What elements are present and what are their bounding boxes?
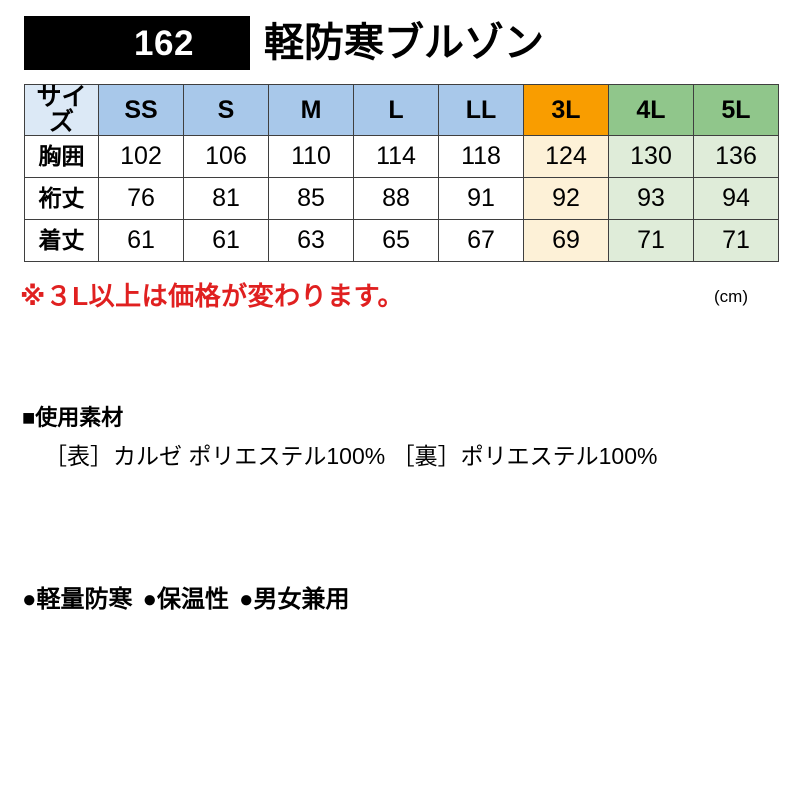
price-change-note: ※３L以上は価格が変わります。 xyxy=(20,281,405,311)
product-code-text: 162 xyxy=(134,23,194,63)
cell-sleeve-ss: 76 xyxy=(98,177,184,220)
cell-sleeve-3l: 92 xyxy=(523,177,609,220)
product-header: 162 軽防寒ブルゾン xyxy=(24,16,544,70)
measurement-label-sleeve: 裄丈 xyxy=(24,177,99,220)
cell-length-3l: 69 xyxy=(523,219,609,262)
measurement-label-length: 着丈 xyxy=(24,219,99,262)
product-title: 軽防寒ブルゾン xyxy=(264,21,544,65)
material-heading: ■使用素材 xyxy=(22,405,124,430)
product-code-badge: 162 xyxy=(24,16,250,70)
size-table-corner-header: サイズ xyxy=(24,84,99,136)
feature-list: ●軽量防寒 ●保温性 ●男女兼用 xyxy=(22,588,350,612)
cell-length-l: 65 xyxy=(353,219,439,262)
cell-sleeve-ll: 91 xyxy=(438,177,524,220)
cell-sleeve-s: 81 xyxy=(183,177,269,220)
size-column-header-l: L xyxy=(353,84,439,136)
cell-chest-ll: 118 xyxy=(438,135,524,178)
cell-sleeve-m: 85 xyxy=(268,177,354,220)
size-column-header-ss: SS xyxy=(98,84,184,136)
cell-length-m: 63 xyxy=(268,219,354,262)
cell-length-ss: 61 xyxy=(98,219,184,262)
size-column-header-3l: 3L xyxy=(523,84,609,136)
size-column-header-5l: 5L xyxy=(693,84,779,136)
cell-chest-ss: 102 xyxy=(98,135,184,178)
measurement-label-chest: 胸囲 xyxy=(24,135,99,178)
cell-chest-3l: 124 xyxy=(523,135,609,178)
cell-sleeve-l: 88 xyxy=(353,177,439,220)
cell-chest-4l: 130 xyxy=(608,135,694,178)
cell-chest-s: 106 xyxy=(183,135,269,178)
cell-length-4l: 71 xyxy=(608,219,694,262)
cell-length-5l: 71 xyxy=(693,219,779,262)
size-table-container: サイズ SS S M L LL 3L 4L 5L 胸囲 102 106 110 xyxy=(24,84,779,262)
cell-length-ll: 67 xyxy=(438,219,524,262)
cell-chest-5l: 136 xyxy=(693,135,779,178)
feature-item-3: ●男女兼用 xyxy=(239,586,350,613)
cell-chest-l: 114 xyxy=(353,135,439,178)
cell-sleeve-4l: 93 xyxy=(608,177,694,220)
size-column-header-m: M xyxy=(268,84,354,136)
size-table-body: 胸囲 102 106 110 114 118 124 130 136 裄丈 76… xyxy=(24,135,779,262)
material-section: ■使用素材 ［表］カルゼ ポリエステル100% ［裏］ポリエステル100% xyxy=(22,404,782,470)
feature-item-1: ●軽量防寒 xyxy=(22,586,133,613)
table-row: 胸囲 102 106 110 114 118 124 130 136 xyxy=(24,135,779,178)
cell-sleeve-5l: 94 xyxy=(693,177,779,220)
size-table-head: サイズ SS S M L LL 3L 4L 5L xyxy=(24,84,779,136)
cell-length-s: 61 xyxy=(183,219,269,262)
table-row: 裄丈 76 81 85 88 91 92 93 94 xyxy=(24,177,779,220)
size-column-header-ll: LL xyxy=(438,84,524,136)
measurement-unit-note: (cm) xyxy=(714,287,748,306)
cell-chest-m: 110 xyxy=(268,135,354,178)
feature-item-2: ●保温性 xyxy=(142,586,230,613)
size-table: サイズ SS S M L LL 3L 4L 5L 胸囲 102 106 110 xyxy=(24,84,779,262)
size-column-header-s: S xyxy=(183,84,269,136)
size-table-header-row: サイズ SS S M L LL 3L 4L 5L xyxy=(24,84,779,136)
table-row: 着丈 61 61 63 65 67 69 71 71 xyxy=(24,219,779,262)
size-column-header-4l: 4L xyxy=(608,84,694,136)
material-detail: ［表］カルゼ ポリエステル100% ［裏］ポリエステル100% xyxy=(44,442,658,469)
